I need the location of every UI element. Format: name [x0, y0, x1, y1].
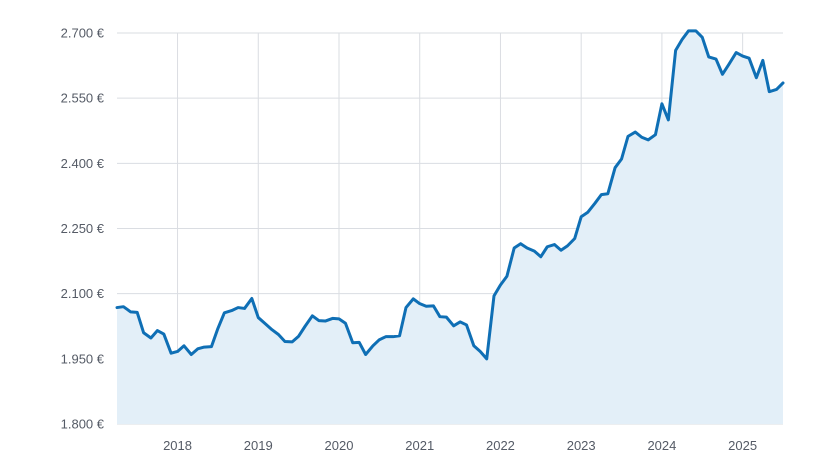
y-tick-label: 1.950 €	[61, 351, 105, 366]
x-tick-label: 2024	[647, 438, 676, 453]
y-tick-label: 2.550 €	[61, 91, 105, 106]
y-axis: 1.800 € 1.950 € 2.100 € 2.250 € 2.400 € 2.550…	[61, 26, 105, 432]
y-tick-label: 2.100 €	[61, 286, 105, 301]
series-area	[117, 30, 783, 425]
series-line	[115, 29, 785, 361]
x-tick-label: 2019	[244, 438, 273, 453]
y-tick-label: 2.250 €	[61, 221, 105, 236]
x-tick-label: 2022	[486, 438, 515, 453]
y-tick-label: 2.700 €	[61, 26, 105, 41]
y-tick-label: 1.800 €	[61, 417, 105, 432]
x-tick-label: 2025	[728, 438, 757, 453]
x-tick-label: 2021	[405, 438, 434, 453]
x-tick-label: 2023	[567, 438, 596, 453]
area-layer	[117, 30, 783, 425]
x-axis: 2018 2019 2020 2021 2022 2023 2024 2025	[163, 438, 757, 453]
y-tick-label: 2.400 €	[61, 156, 105, 171]
x-tick-label: 2020	[325, 438, 354, 453]
line-layer	[115, 29, 785, 361]
x-tick-label: 2018	[163, 438, 192, 453]
